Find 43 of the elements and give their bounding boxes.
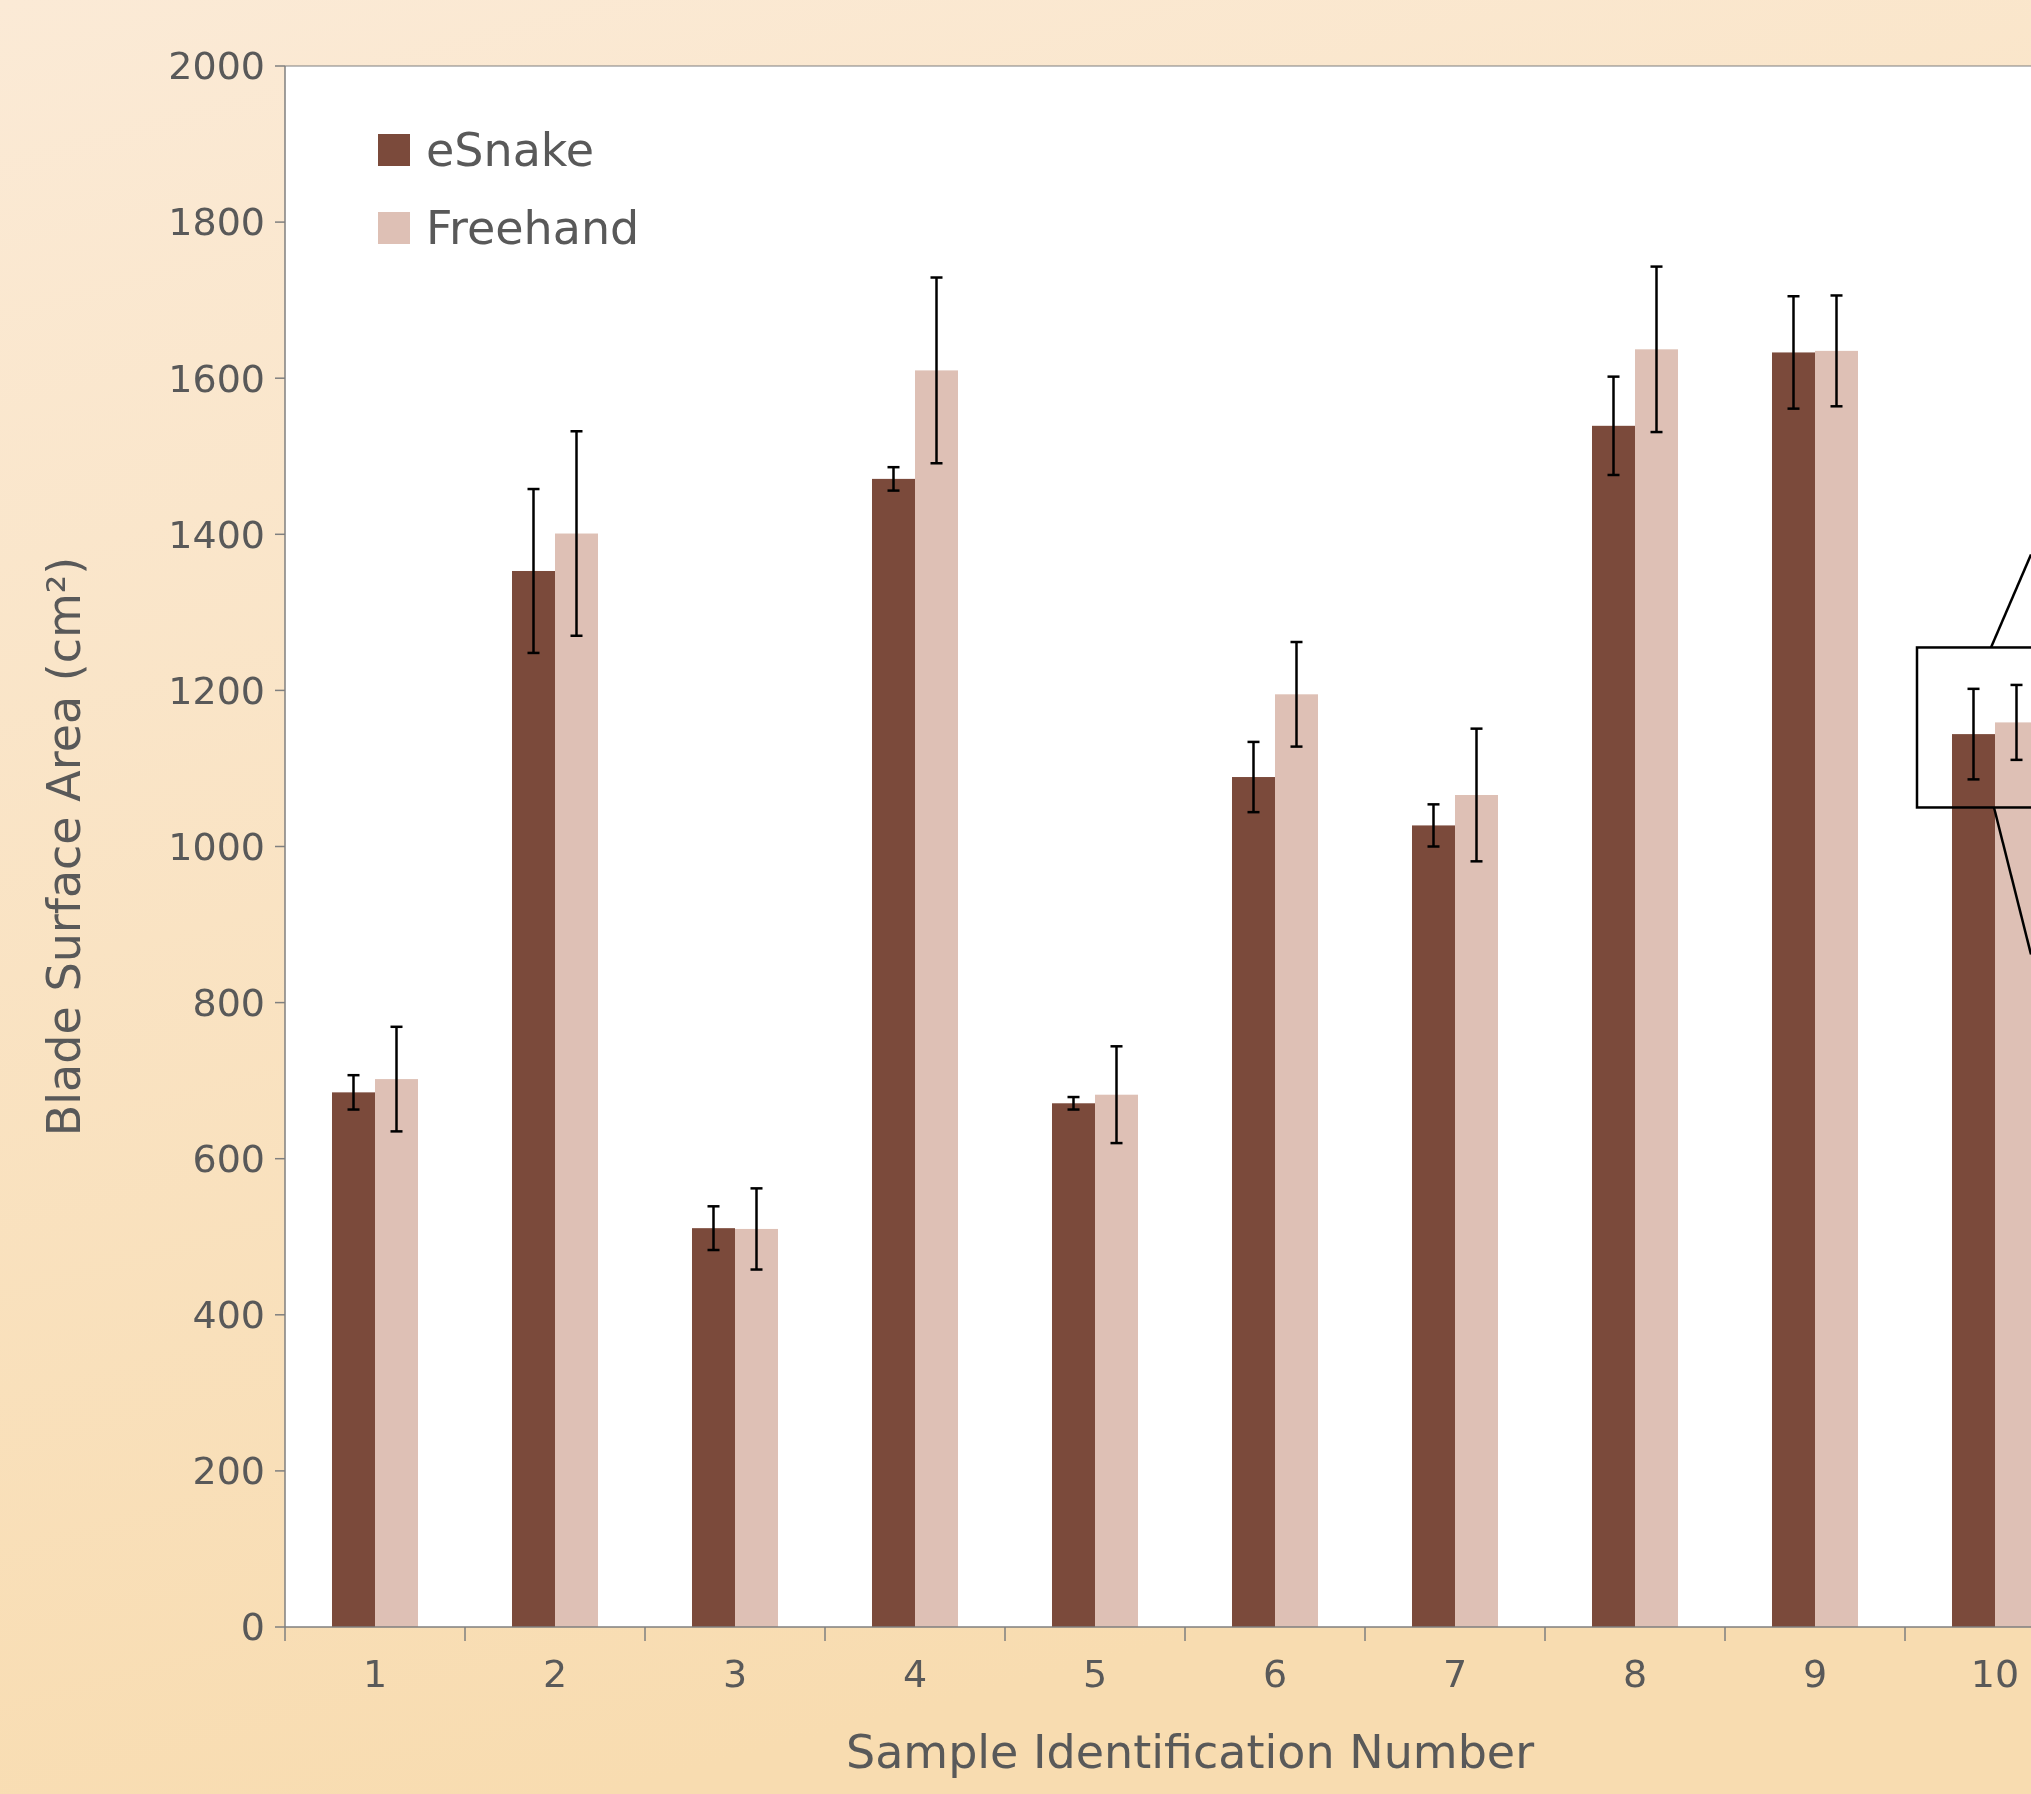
y-tick-label: 1200 bbox=[168, 668, 265, 713]
x-tick-label: 9 bbox=[1802, 1652, 1828, 1696]
y-tick-label: 1000 bbox=[168, 824, 265, 869]
bar bbox=[1275, 694, 1318, 1627]
bar bbox=[915, 370, 958, 1627]
bar bbox=[1772, 352, 1815, 1627]
bar bbox=[332, 1092, 375, 1627]
y-tick-label: 0 bbox=[240, 1605, 265, 1650]
legend-label: Freehand bbox=[426, 201, 640, 256]
bar bbox=[692, 1228, 735, 1627]
y-tick-label: 600 bbox=[192, 1137, 265, 1181]
bar bbox=[512, 570, 555, 1627]
bar bbox=[872, 478, 915, 1627]
x-tick-label: 6 bbox=[1262, 1652, 1288, 1696]
y-tick-label: 800 bbox=[192, 980, 265, 1025]
bar bbox=[1052, 1103, 1095, 1627]
bar bbox=[1635, 349, 1678, 1627]
legend-label: eSnake bbox=[426, 123, 595, 178]
x-tick-label: 4 bbox=[902, 1652, 928, 1696]
y-tick-label: 1800 bbox=[168, 200, 265, 245]
x-tick-label: 10 bbox=[1970, 1652, 2020, 1696]
y-tick-label: 1400 bbox=[168, 512, 265, 557]
y-tick-label: 1600 bbox=[168, 356, 265, 401]
y-tick-label: 2000 bbox=[168, 44, 265, 89]
bar bbox=[735, 1228, 778, 1627]
bar bbox=[1815, 350, 1858, 1627]
bar bbox=[1232, 777, 1275, 1627]
bar bbox=[555, 533, 598, 1627]
x-tick-label: 5 bbox=[1082, 1652, 1108, 1696]
bar bbox=[1592, 425, 1635, 1627]
x-axis-title: Sample Identification Number bbox=[845, 1725, 1535, 1779]
bar bbox=[1455, 794, 1498, 1627]
bar bbox=[1095, 1094, 1138, 1627]
bar bbox=[1412, 825, 1455, 1627]
y-axis-title: Blade Surface Area (cm²) bbox=[37, 556, 91, 1137]
bar bbox=[375, 1079, 418, 1627]
x-tick-label: 2 bbox=[542, 1652, 568, 1696]
x-tick-label: 8 bbox=[1622, 1652, 1648, 1696]
y-tick-label: 400 bbox=[192, 1293, 265, 1338]
x-tick-label: 3 bbox=[722, 1652, 748, 1696]
x-tick-label: 7 bbox=[1442, 1652, 1468, 1696]
x-tick-label: 1 bbox=[362, 1652, 388, 1696]
y-tick-label: 200 bbox=[192, 1449, 265, 1494]
